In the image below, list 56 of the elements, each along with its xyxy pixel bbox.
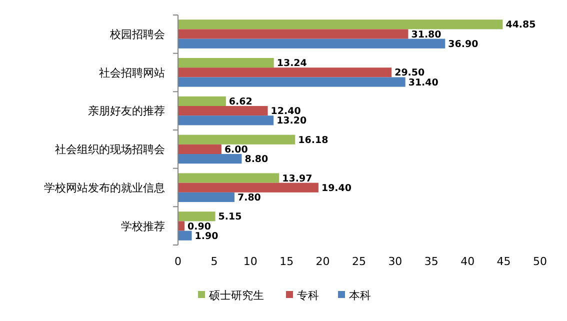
data-label: 0.90 [188, 221, 212, 232]
x-tick-label: 25 [352, 255, 366, 268]
x-tick-label: 40 [460, 255, 475, 268]
x-tick-label: 5 [210, 255, 218, 268]
bar [178, 68, 392, 78]
y-tick-label: 亲朋好友的推荐 [88, 104, 165, 118]
data-label: 13.97 [282, 173, 312, 184]
bar [178, 58, 274, 68]
data-label: 1.90 [194, 230, 219, 242]
bar [178, 29, 408, 39]
data-label: 5.15 [218, 212, 242, 223]
data-label: 19.40 [321, 182, 352, 194]
data-label: 31.40 [408, 77, 439, 88]
data-label: 44.85 [506, 20, 536, 31]
x-tick-label: 0 [174, 255, 182, 268]
x-tick-label: 45 [496, 255, 511, 268]
bar [178, 144, 222, 154]
bar [178, 106, 268, 116]
data-label: 13.20 [276, 116, 308, 127]
data-label: 29.50 [394, 68, 426, 79]
x-tick-label: 10 [243, 255, 258, 268]
bar [178, 20, 503, 30]
bar [178, 77, 406, 87]
bar [178, 116, 274, 126]
bar [178, 154, 242, 164]
bar [178, 212, 216, 222]
x-tick-label: 15 [280, 255, 294, 268]
data-label: 12.40 [270, 106, 302, 118]
bar [178, 192, 234, 202]
bar [178, 134, 296, 144]
bar [178, 221, 185, 231]
bar [178, 96, 226, 106]
data-label: 13.24 [276, 58, 308, 70]
data-label: 6.62 [228, 96, 252, 108]
bar [178, 38, 446, 48]
y-tick-label: 校园招聘会 [109, 28, 165, 41]
bar [178, 230, 192, 240]
data-label: 16.18 [298, 134, 329, 146]
bar [178, 173, 280, 183]
data-label: 8.80 [244, 154, 269, 166]
x-tick-label: 20 [316, 255, 330, 268]
legend-label: 本科 [349, 288, 371, 302]
y-tick-label: 学校推荐 [121, 220, 165, 233]
y-tick-label: 学校网站发布的就业信息 [44, 181, 165, 194]
y-tick-label: 社会组织的现场招聘会 [55, 143, 165, 156]
x-tick-label: 30 [388, 255, 402, 268]
data-label: 7.80 [237, 192, 262, 204]
x-tick-label: 35 [424, 255, 438, 268]
legend-label: 硕士研究生 [208, 288, 264, 302]
y-tick-label: 社会招聘网站 [99, 66, 165, 80]
x-tick-label: 50 [533, 255, 547, 268]
data-label: 36.90 [448, 38, 479, 50]
data-label: 31.80 [411, 29, 442, 40]
legend-label: 专科 [297, 288, 319, 302]
bar [178, 182, 318, 192]
data-label: 6.00 [224, 144, 248, 156]
